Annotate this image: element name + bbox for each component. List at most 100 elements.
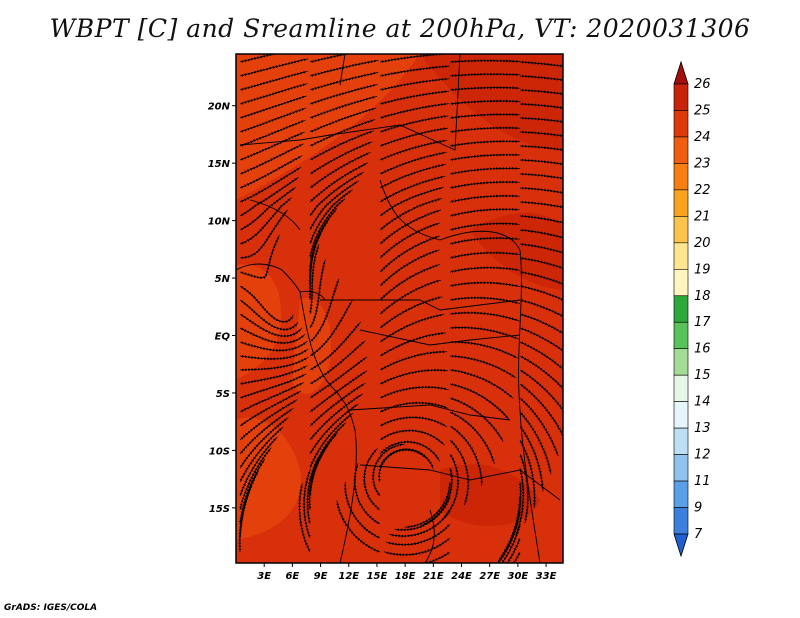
streamline [379, 350, 448, 371]
streamlines [238, 54, 563, 563]
streamline [519, 453, 530, 524]
latitude-axis: 20N 15N 10N 5N EQ 5S 10S 15S [208, 102, 236, 515]
border-line [518, 249, 541, 563]
lon-tick-label: 12E [338, 571, 359, 582]
streamline [239, 234, 280, 280]
streamline [238, 483, 253, 553]
streamline [449, 126, 521, 134]
colorbar-swatch [673, 507, 689, 535]
border-line [359, 464, 561, 501]
streamline [519, 60, 563, 68]
streamline [519, 158, 563, 166]
streamline [519, 214, 563, 225]
colorbar-swatch [673, 321, 689, 350]
streamline [298, 483, 311, 553]
streamline [519, 425, 545, 492]
streamline [379, 77, 450, 91]
colorbar-swatch [673, 268, 689, 297]
colorbar-label: 25 [694, 103, 711, 118]
colorbar-bottom-arrow [673, 533, 689, 558]
colorbar-label: 14 [694, 395, 711, 410]
streamline [449, 153, 521, 162]
colorbar-swatch [673, 401, 689, 429]
colorbar-label: 13 [694, 421, 711, 436]
lat-tick-label: 20N [208, 102, 231, 113]
streamline [379, 415, 448, 428]
colorbar: 26 25 24 23 22 21 20 19 18 17 16 15 14 13 12 11 9 7 [673, 60, 711, 558]
colorbar-label: 19 [694, 262, 711, 277]
colorbar-swatch [673, 216, 689, 244]
lon-tick-label: 27E [479, 571, 500, 582]
colorbar-top-arrow [673, 60, 689, 85]
streamline [450, 340, 518, 359]
colorbar-swatch [673, 348, 689, 376]
streamline [449, 166, 521, 176]
streamline [519, 130, 563, 138]
colorbar-label: 16 [694, 342, 711, 357]
streamline [519, 144, 563, 152]
colorbar-label: 12 [694, 448, 711, 463]
streamline [449, 207, 520, 217]
colorbar-label: 20 [694, 236, 711, 251]
lon-tick-label: 21E [423, 571, 444, 582]
colorbar-label: 15 [694, 368, 711, 383]
lat-tick-label: 5N [215, 274, 231, 285]
streamline [519, 88, 563, 96]
streamline [519, 270, 563, 285]
lon-tick-label: 6E [285, 571, 299, 582]
lat-tick-label: 15S [209, 504, 230, 515]
streamline [449, 222, 520, 231]
border-line [329, 54, 461, 151]
streamline [382, 551, 451, 563]
streamline [449, 86, 521, 92]
colorbar-swatch [673, 374, 689, 402]
footer-credit: GrADS: IGES/COLA [4, 603, 98, 613]
border-line [320, 299, 521, 311]
colorbar-label: 22 [694, 183, 711, 198]
streamline [449, 59, 521, 64]
lat-tick-label: 10S [209, 446, 230, 457]
colorbar-swatch [673, 480, 689, 508]
streamline [506, 537, 521, 563]
lat-tick-label: 5S [216, 389, 230, 400]
colorbar-swatch [673, 83, 689, 111]
lat-tick-label: EQ [215, 332, 231, 343]
colorbar-swatch [673, 454, 689, 482]
colorbar-swatch [673, 295, 689, 323]
colorbar-swatch [673, 110, 689, 138]
lon-tick-label: 15E [367, 571, 388, 582]
streamline [449, 194, 520, 203]
colorbar-label: 24 [694, 130, 711, 145]
streamline [379, 65, 450, 78]
streamline [519, 242, 563, 255]
streamline [519, 200, 563, 209]
streamline [513, 551, 521, 563]
colorbar-swatch [673, 242, 689, 270]
border-line [239, 134, 331, 231]
lat-tick-label: 15N [208, 159, 231, 170]
country-borders [236, 54, 561, 563]
streamline [449, 251, 520, 259]
colorbar-label: 21 [694, 209, 711, 224]
lon-tick-label: 33E [536, 571, 557, 582]
colorbar-swatch [673, 163, 689, 191]
streamline [519, 439, 536, 509]
colorbar-label: 18 [694, 289, 711, 304]
colorbar-label: 26 [694, 77, 711, 92]
streamline [379, 429, 445, 446]
border-line [359, 329, 521, 346]
streamline [449, 425, 484, 486]
lat-tick-label: 10N [208, 217, 231, 228]
border-line [424, 509, 435, 563]
colorbar-label: 17 [694, 315, 711, 330]
lon-tick-label: 9E [314, 571, 328, 582]
map-frame [235, 53, 564, 564]
streamline [449, 139, 521, 148]
colorbar-label: 9 [694, 501, 702, 516]
streamline [519, 74, 563, 82]
streamline [449, 439, 470, 506]
colorbar-swatch [673, 427, 689, 455]
map-panel [236, 54, 563, 563]
colorbar-label: 23 [694, 156, 711, 171]
